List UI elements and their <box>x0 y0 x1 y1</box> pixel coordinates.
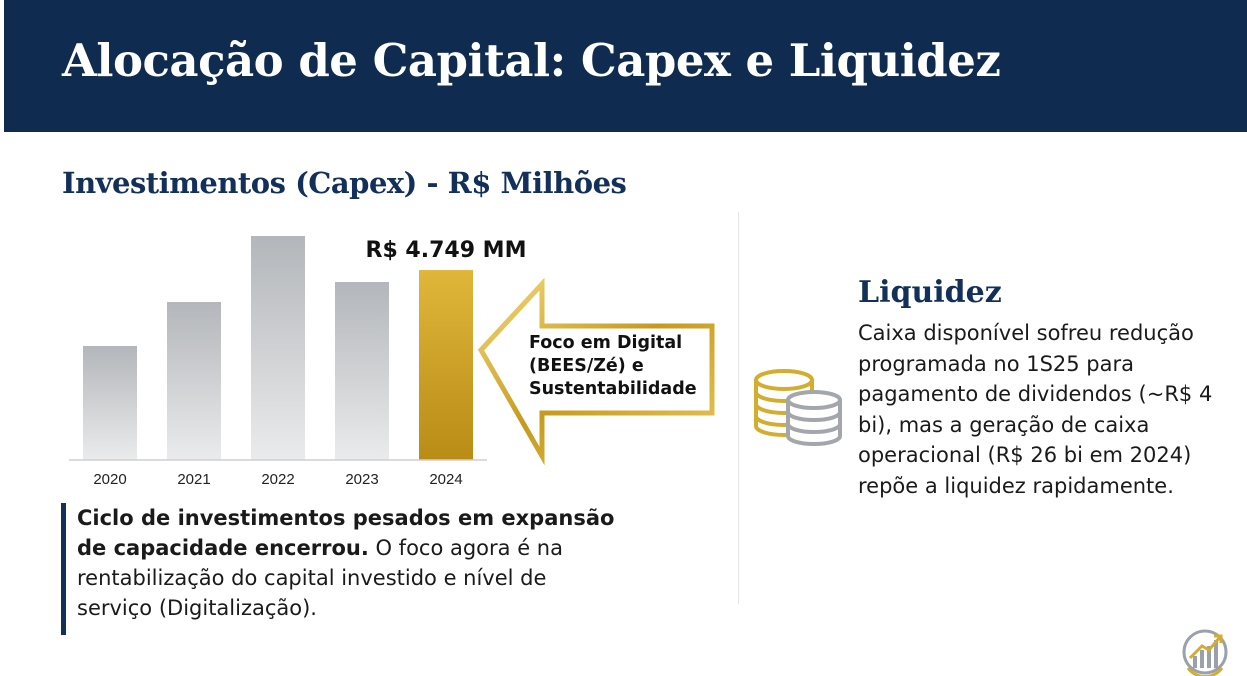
quote-bold-text: Ciclo de investimentos pesados em expans… <box>77 506 615 560</box>
liquidez-title: Liquidez <box>858 275 1002 310</box>
page-title: Alocação de Capital: Capex e Liquidez <box>62 34 1001 87</box>
growth-chart-logo <box>1182 629 1228 676</box>
x-tick-label-2024: 2024 <box>429 471 462 488</box>
bar-2021 <box>167 302 221 460</box>
bar-2020 <box>83 346 137 460</box>
bar-2023 <box>335 282 389 460</box>
capex-quote: Ciclo de investimentos pesados em expans… <box>61 503 621 635</box>
coins-icon <box>754 369 842 446</box>
x-tick-label-2023: 2023 <box>345 471 378 488</box>
capex-bar-chart: 2020 2021 2022 2023 2024 R$ 4.749 MM <box>69 236 715 488</box>
bar-2022 <box>251 236 305 460</box>
capex-section-title: Investimentos (Capex) - R$ Milhões <box>62 166 627 200</box>
bar-2024 <box>419 270 473 460</box>
callout-text: Foco em Digital (BEES/Zé) e Sustentabili… <box>529 333 697 399</box>
x-tick-label-2022: 2022 <box>261 471 294 488</box>
x-tick-label-2020: 2020 <box>93 471 126 488</box>
quote-text: O foco agora é na rentabilização do capi… <box>77 536 563 620</box>
column-divider <box>738 212 739 604</box>
x-tick-label-2021: 2021 <box>177 471 210 488</box>
liquidez-body: Caixa disponível sofreu redução programa… <box>858 321 1213 498</box>
header-bar: Alocação de Capital: Capex e Liquidez <box>4 0 1247 132</box>
callout-arrow <box>477 277 715 466</box>
data-label-2024: R$ 4.749 MM <box>366 238 527 263</box>
